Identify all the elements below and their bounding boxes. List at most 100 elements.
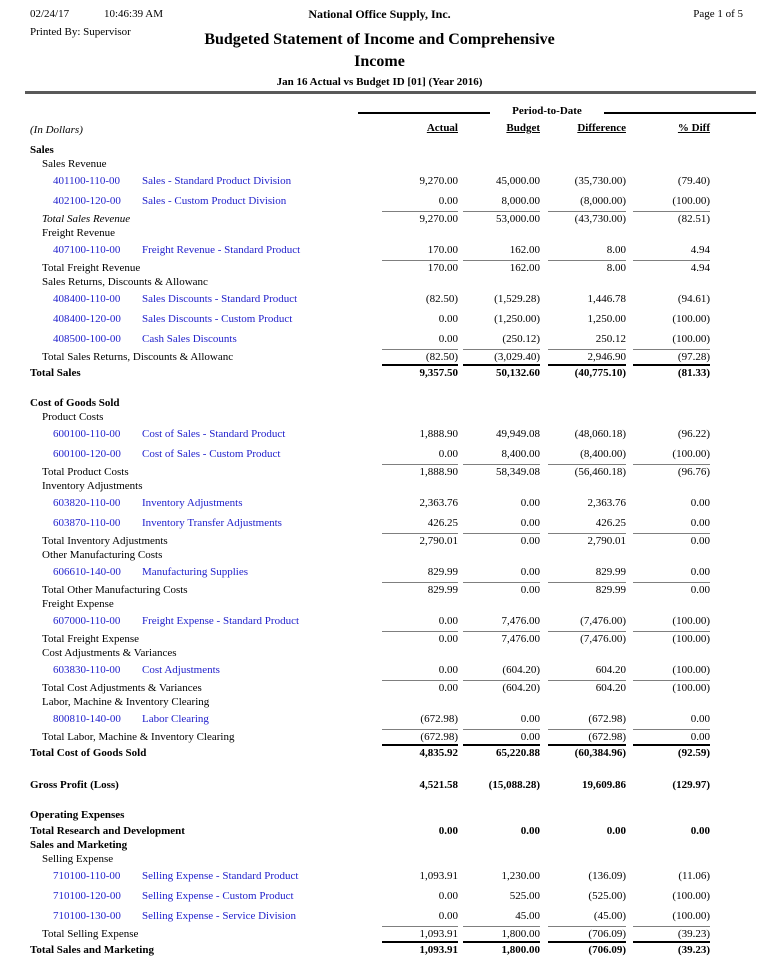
value-pct-diff: (100.00) [633,631,710,646]
account-description-link[interactable]: Cost Adjustments [142,664,220,676]
account-description-link[interactable]: Selling Expense - Custom Product [142,890,294,902]
account-row: 800810-140-00 Labor Clearing (672.98) 0.… [0,709,759,729]
value-difference: (706.09) [548,926,626,941]
account-code-link[interactable]: 408400-120-00 [53,313,121,325]
value-difference: (136.09) [588,870,626,882]
label-row: Selling Expense [0,852,759,866]
value-actual: 426.25 [427,517,458,529]
value-budget: 8,400.00 [501,448,541,460]
account-code-link[interactable]: 710100-110-00 [53,870,121,882]
account-code-link[interactable]: 600100-120-00 [53,448,121,460]
value-difference: 426.25 [595,517,626,529]
label-row: Freight Revenue [0,226,759,240]
account-description-link[interactable]: Freight Expense - Standard Product [142,615,300,627]
account-code-link[interactable]: 408500-100-00 [53,333,121,345]
value-pct-diff: (11.06) [678,870,710,882]
account-description-link[interactable]: Sales Discounts - Standard Product [142,293,298,305]
grand-row: Total Research and Development 0.00 0.00… [0,822,759,838]
value-pct-diff: (100.00) [672,195,710,207]
account-code-link[interactable]: 606610-140-00 [53,566,121,578]
value-pct-diff: (39.23) [633,941,710,957]
row-label: Labor, Machine & Inventory Clearing [42,696,210,708]
value-budget: (1,250.00) [494,313,540,325]
label-row: Freight Expense [0,597,759,611]
value-difference: (35,730.00) [574,175,626,187]
account-code-link[interactable]: 407100-110-00 [53,244,121,256]
row-label: Cost Adjustments & Variances [42,647,177,659]
grand-row: Gross Profit (Loss) 4,521.58 (15,088.28)… [0,776,759,792]
grand-row: Total Sales 9,357.50 50,132.60 (40,775.1… [0,364,759,380]
account-code-link[interactable]: 800810-140-00 [53,713,121,725]
account-code-link[interactable]: 408400-110-00 [53,293,121,305]
value-actual: 829.99 [427,566,458,578]
value-difference: 2,363.76 [587,497,627,509]
value-budget: 45.00 [515,910,540,922]
value-pct-diff: 0.00 [690,825,710,837]
account-description-link[interactable]: Inventory Transfer Adjustments [142,517,282,529]
account-code-link[interactable]: 603870-110-00 [53,517,121,529]
account-description-link[interactable]: Cash Sales Discounts [142,333,237,345]
row-label: Cost of Goods Sold [30,397,120,409]
account-row: 408400-120-00 Sales Discounts - Custom P… [0,309,759,329]
row-label: Total Cost of Goods Sold [30,747,147,759]
value-pct-diff: (96.76) [633,464,710,479]
account-code-link[interactable]: 603820-110-00 [53,497,121,509]
row-label: Total Freight Expense [42,633,139,645]
value-budget: 49,949.08 [496,428,540,440]
value-actual: 1,888.90 [419,428,459,440]
account-code-link[interactable]: 710100-120-00 [53,890,121,902]
value-difference: 0.00 [606,825,626,837]
value-difference: (43,730.00) [548,211,626,226]
label-row: Cost Adjustments & Variances [0,646,759,660]
value-difference: 1,250.00 [587,313,627,325]
value-budget: 0.00 [520,497,540,509]
account-description-link[interactable]: Sales - Standard Product Division [142,175,292,187]
account-code-link[interactable]: 710100-130-00 [53,910,121,922]
value-actual: 9,270.00 [419,175,459,187]
account-code-link[interactable]: 607000-110-00 [53,615,121,627]
row-label: Total Inventory Adjustments [42,535,168,547]
row-label: Sales Revenue [42,158,107,170]
row-label: Inventory Adjustments [42,480,143,492]
row-label: Total Sales [30,367,81,379]
account-code-link[interactable]: 402100-120-00 [53,195,121,207]
account-description-link[interactable]: Selling Expense - Standard Product [142,870,299,882]
account-description-link[interactable]: Manufacturing Supplies [142,566,249,578]
value-actual: 0.00 [438,313,458,325]
account-description-link[interactable]: Inventory Adjustments [142,497,243,509]
account-row: 607000-110-00 Freight Expense - Standard… [0,611,759,631]
account-code-link[interactable]: 401100-110-00 [53,175,121,187]
account-description-link[interactable]: Freight Revenue - Standard Product [142,244,301,256]
value-actual: (82.50) [425,293,458,305]
account-description-link[interactable]: Cost of Sales - Standard Product [142,428,286,440]
page-indicator: Page 1 of 5 [693,8,743,20]
total-row: Total Freight Revenue 170.00 162.00 8.00… [0,260,759,275]
value-budget: (250.12) [502,333,540,345]
value-difference: (8,000.00) [580,195,626,207]
value-budget: 0.00 [463,582,540,597]
value-budget: 45,000.00 [496,175,540,187]
row-label: Other Manufacturing Costs [42,549,163,561]
account-code-link[interactable]: 600100-110-00 [53,428,121,440]
account-description-link[interactable]: Labor Clearing [142,713,209,725]
account-description-link[interactable]: Sales - Custom Product Division [142,195,287,207]
account-description-link[interactable]: Cost of Sales - Custom Product [142,448,281,460]
value-difference: (7,476.00) [548,631,626,646]
value-actual: 2,363.76 [419,497,459,509]
account-code-link[interactable]: 603830-110-00 [53,664,121,676]
value-pct-diff: (100.00) [672,448,710,460]
report-title-line1: Budgeted Statement of Income and Compreh… [204,31,555,48]
column-header-difference: Difference [577,122,626,134]
value-actual: 1,888.90 [382,464,458,479]
value-difference: 1,446.78 [587,293,627,305]
value-pct-diff: 0.00 [633,582,710,597]
value-actual: 0.00 [382,680,458,695]
account-description-link[interactable]: Sales Discounts - Custom Product [142,313,293,325]
value-pct-diff: 4.94 [633,260,710,275]
account-row: 603830-110-00 Cost Adjustments 0.00 (604… [0,660,759,680]
label-row: Sales Revenue [0,157,759,171]
account-row: 710100-130-00 Selling Expense - Service … [0,906,759,926]
value-actual: 0.00 [438,825,458,837]
value-budget: 1,800.00 [463,926,540,941]
account-description-link[interactable]: Selling Expense - Service Division [142,910,296,922]
